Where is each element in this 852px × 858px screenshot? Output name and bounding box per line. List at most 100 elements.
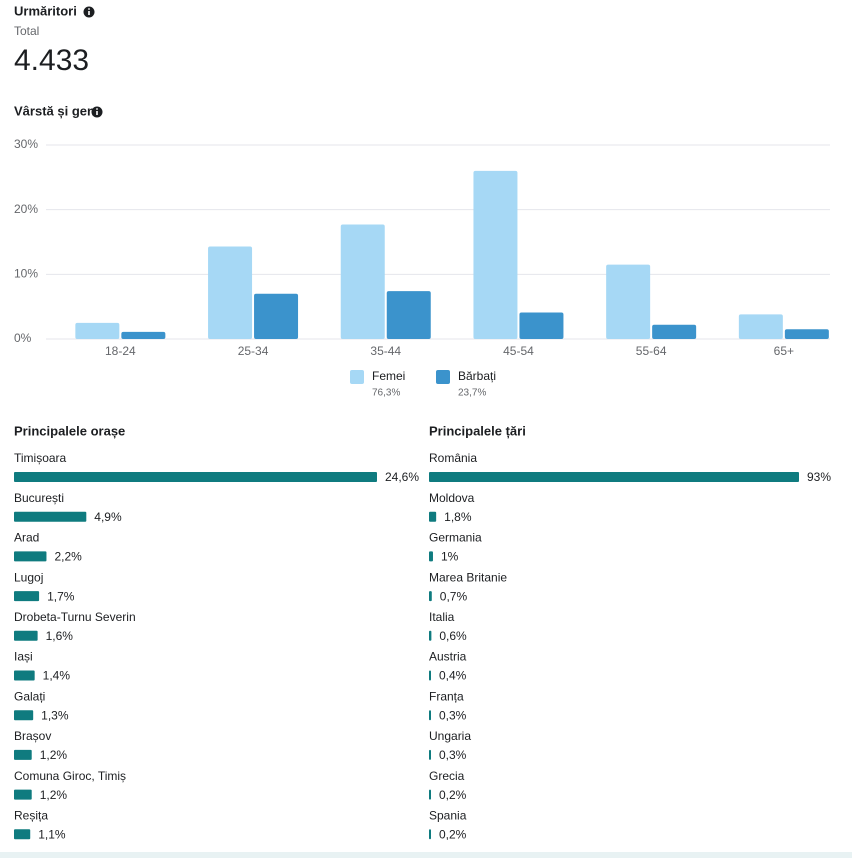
- bar: [14, 551, 47, 562]
- category-label: Ungaria: [429, 729, 471, 743]
- legend-share: 76,3%: [372, 388, 400, 399]
- subtitle: Total: [14, 24, 39, 38]
- x-tick-label: 25-34: [238, 344, 269, 358]
- bar: [429, 630, 432, 641]
- y-tick-label: 30%: [14, 137, 38, 151]
- bar: [429, 670, 431, 681]
- x-tick-label: 55-64: [636, 344, 667, 358]
- category-label: Timișoara: [14, 451, 67, 465]
- value-label: 0,6%: [439, 629, 467, 643]
- chart-title: Principalele orașe: [14, 423, 125, 438]
- info-icon[interactable]: [83, 6, 95, 18]
- value-label: 1,4%: [43, 669, 71, 683]
- category-label: Galați: [14, 689, 45, 703]
- bar: [14, 749, 32, 760]
- chart-title: Vârstă și gen: [14, 103, 95, 118]
- bar: [473, 170, 518, 339]
- category-label: Germania: [429, 531, 482, 545]
- value-label: 24,6%: [385, 470, 419, 484]
- value-label: 1,6%: [46, 629, 74, 643]
- value-label: 1,7%: [47, 589, 75, 603]
- bar: [14, 670, 35, 681]
- value-label: 1,1%: [38, 827, 66, 841]
- bar: [429, 472, 799, 482]
- category-label: Grecia: [429, 769, 465, 783]
- bar: [14, 710, 34, 721]
- category-label: Lugoj: [14, 570, 43, 584]
- value-label: 93%: [807, 470, 831, 484]
- value-label: 1%: [441, 550, 459, 564]
- legend-swatch: [436, 370, 450, 384]
- bar: [14, 829, 31, 840]
- x-tick-label: 18-24: [105, 344, 136, 358]
- total-value: 4.433: [14, 44, 89, 77]
- chart-title: Principalele țări: [429, 423, 526, 438]
- bar: [14, 591, 40, 602]
- value-label: 1,2%: [40, 748, 68, 762]
- category-label: Drobeta-Turnu Severin: [14, 610, 136, 624]
- legend-label: Bărbați: [458, 369, 496, 383]
- y-tick-label: 10%: [14, 267, 38, 281]
- x-tick-label: 65+: [774, 344, 794, 358]
- category-label: Italia: [429, 610, 455, 624]
- value-label: 4,9%: [94, 510, 122, 524]
- bar: [386, 291, 431, 339]
- bar: [14, 472, 377, 482]
- category-label: Brașov: [14, 729, 51, 743]
- y-tick-label: 20%: [14, 202, 38, 216]
- category-label: Iași: [14, 650, 33, 664]
- bar: [606, 264, 651, 339]
- panel-bottom-edge: [0, 852, 852, 858]
- bar: [340, 224, 385, 339]
- bar: [784, 329, 829, 339]
- legend-label: Femei: [372, 369, 405, 383]
- value-label: 0,4%: [439, 669, 467, 683]
- bar: [429, 829, 431, 840]
- x-tick-label: 35-44: [370, 344, 401, 358]
- value-label: 0,7%: [440, 589, 468, 603]
- legend-share: 23,7%: [458, 388, 486, 399]
- bar: [429, 591, 432, 602]
- value-label: 0,2%: [439, 827, 467, 841]
- bar: [14, 511, 87, 522]
- value-label: 1,2%: [40, 788, 68, 802]
- category-label: Reșița: [14, 808, 48, 822]
- value-label: 1,8%: [444, 510, 472, 524]
- bar: [429, 551, 433, 562]
- value-label: 0,3%: [439, 708, 467, 722]
- bar: [429, 710, 431, 721]
- value-label: 1,3%: [41, 708, 69, 722]
- value-label: 0,3%: [439, 748, 467, 762]
- category-label: România: [429, 451, 477, 465]
- category-label: Moldova: [429, 491, 475, 505]
- x-tick-label: 45-54: [503, 344, 534, 358]
- value-label: 0,2%: [439, 788, 467, 802]
- value-label: 2,2%: [54, 550, 82, 564]
- bar: [429, 789, 431, 800]
- category-label: Spania: [429, 808, 467, 822]
- category-label: București: [14, 491, 64, 505]
- category-label: Comuna Giroc, Timiș: [14, 769, 126, 783]
- bar: [75, 322, 120, 339]
- bar: [429, 511, 437, 522]
- info-icon[interactable]: [91, 106, 103, 118]
- bar: [254, 293, 299, 339]
- bar: [14, 630, 38, 641]
- category-label: Marea Britanie: [429, 570, 507, 584]
- bar: [738, 314, 783, 339]
- category-label: Austria: [429, 650, 467, 664]
- category-label: Franța: [429, 689, 464, 703]
- legend-swatch: [350, 370, 364, 384]
- category-label: Arad: [14, 531, 39, 545]
- bar: [14, 789, 32, 800]
- bar: [519, 312, 564, 339]
- bar: [429, 749, 431, 760]
- bar: [208, 246, 253, 339]
- bar: [652, 324, 697, 339]
- section-title: Urmăritori: [14, 3, 77, 18]
- y-tick-label: 0%: [14, 331, 32, 345]
- bar: [121, 331, 166, 339]
